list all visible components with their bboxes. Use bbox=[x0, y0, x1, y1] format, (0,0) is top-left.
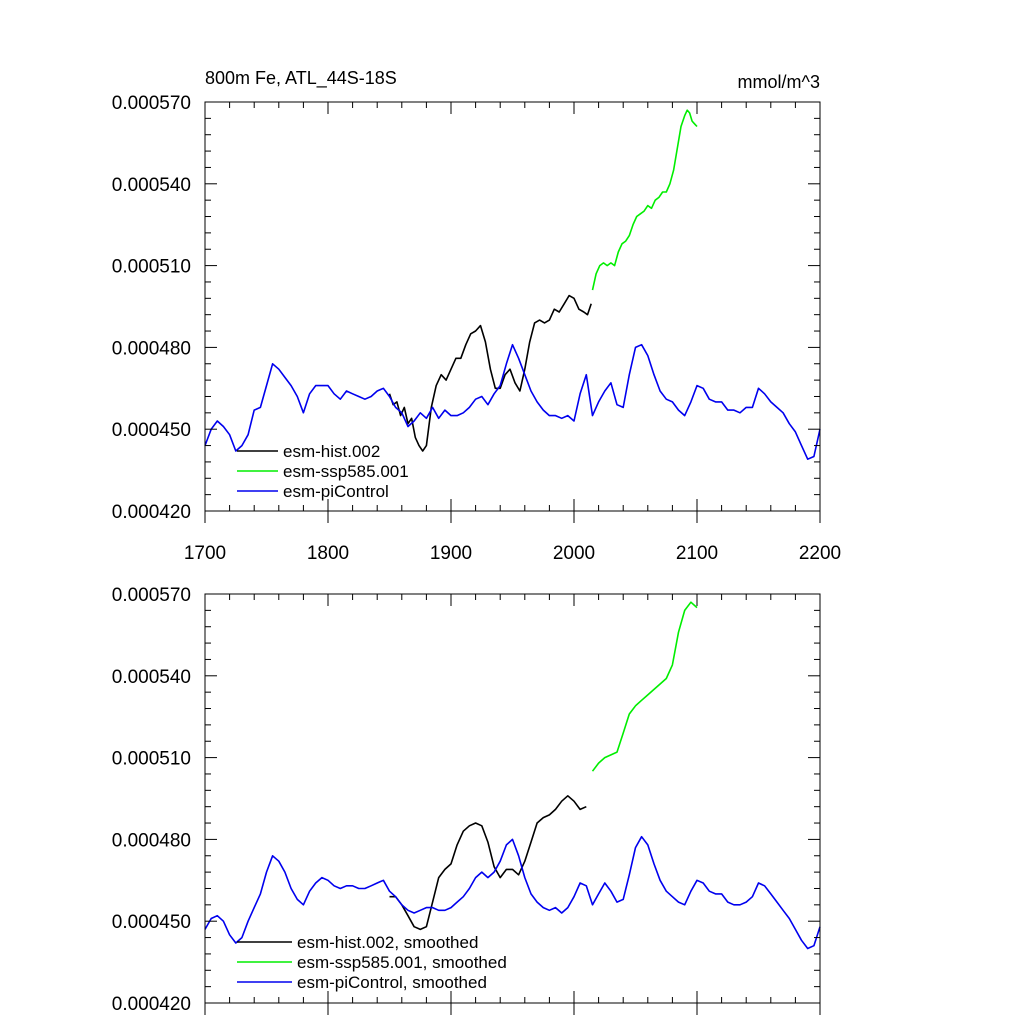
y-tick-label: 0.000510 bbox=[112, 749, 191, 770]
top-chart-panel: 800m Fe, ATL_44S-18S mmol/m^3 0.0004200.… bbox=[112, 68, 841, 564]
y-tick-label: 0.000480 bbox=[112, 338, 191, 359]
axis-layer: 0.000420 0.000450 0.000480 0.000510 0.000540… bbox=[112, 93, 841, 564]
y-tick-label: 0.000480 bbox=[112, 830, 191, 851]
chart-title: 800m Fe, ATL_44S-18S bbox=[205, 68, 397, 89]
plot-frame bbox=[204, 593, 821, 1004]
legend-label-0: esm-hist.002, smoothed bbox=[297, 933, 478, 952]
y-tick-label: 0.000450 bbox=[112, 912, 191, 933]
legend-label-1: esm-ssp585.001 bbox=[283, 462, 409, 481]
y-tick-label: 0.000540 bbox=[112, 175, 191, 196]
legend-label-2: esm-piControl bbox=[283, 482, 389, 501]
x-tick-label: 1800 bbox=[307, 543, 349, 564]
series-line-0 bbox=[388, 294, 592, 452]
series-line-2 bbox=[204, 343, 821, 460]
y-tick-label: 0.000540 bbox=[112, 667, 191, 688]
y-tick-label: 0.000510 bbox=[112, 257, 191, 278]
plot-frame bbox=[204, 101, 821, 512]
x-tick-label: 1700 bbox=[184, 543, 226, 564]
units-label: mmol/m^3 bbox=[738, 72, 820, 92]
legend-label-0: esm-hist.002 bbox=[283, 442, 380, 461]
y-tick-label: 0.000420 bbox=[112, 502, 191, 523]
axis-layer: 0.000420 0.000450 0.000480 0.000510 0.000540… bbox=[112, 585, 821, 1015]
x-tick-label: 2200 bbox=[799, 543, 841, 564]
bottom-chart-panel: 0.000420 0.000450 0.000480 0.000510 0.000540… bbox=[112, 585, 821, 1015]
x-tick-label: 2100 bbox=[676, 543, 718, 564]
series-layer bbox=[204, 601, 821, 950]
series-line-1 bbox=[591, 109, 698, 291]
series-line-0 bbox=[389, 795, 587, 931]
x-tick-label: 2000 bbox=[553, 543, 595, 564]
y-tick-label: 0.000420 bbox=[112, 994, 191, 1015]
legend-label-2: esm-piControl, smoothed bbox=[297, 973, 487, 992]
series-line-1 bbox=[591, 601, 698, 772]
x-tick-label: 1900 bbox=[430, 543, 472, 564]
y-tick-label: 0.000450 bbox=[112, 420, 191, 441]
y-tick-label: 0.000570 bbox=[112, 93, 191, 114]
y-tick-label: 0.000570 bbox=[112, 585, 191, 606]
legend-label-1: esm-ssp585.001, smoothed bbox=[297, 953, 507, 972]
series-line-2 bbox=[204, 835, 821, 950]
series-layer bbox=[204, 109, 821, 460]
